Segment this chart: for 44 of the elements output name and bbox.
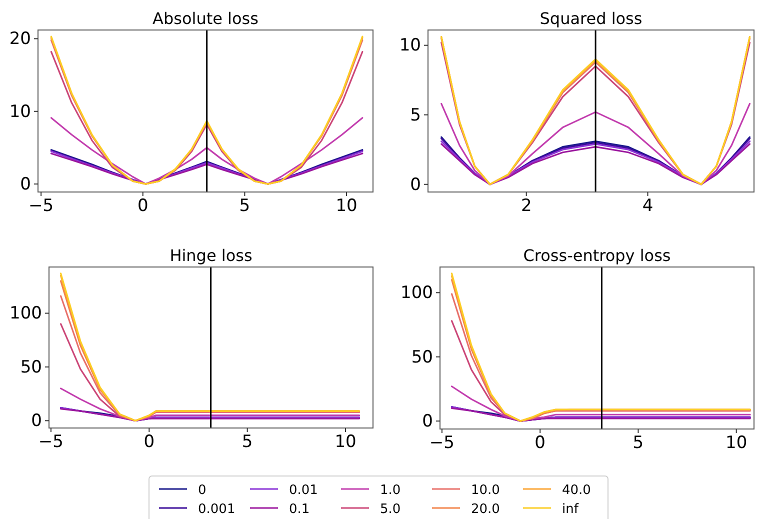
chart-title: Squared loss	[540, 9, 642, 28]
x-tick-label: 5	[632, 433, 644, 454]
line-series	[50, 117, 364, 185]
legend-label: 1.0	[380, 483, 401, 498]
y-tick-label: 20	[9, 29, 31, 50]
x-tick-label: 4	[642, 196, 654, 216]
line-series	[450, 386, 751, 422]
line-series	[440, 102, 751, 186]
legend-label: 0.01	[289, 483, 318, 498]
y-tick-label: 100	[10, 304, 42, 324]
x-tick-label: 10	[334, 432, 356, 452]
chart-title: Cross-entropy loss	[523, 246, 671, 265]
legend-label: 0.001	[198, 502, 236, 517]
y-tick-label: 10	[9, 102, 31, 122]
y-tick-label: 100	[400, 283, 433, 304]
chart-title: Absolute loss	[152, 9, 258, 28]
x-tick-label: 10	[726, 433, 748, 454]
x-tick-label: 5	[242, 432, 253, 452]
y-tick-label: 50	[411, 347, 433, 368]
x-tick-label: −5	[429, 433, 454, 454]
x-tick-label: 2	[520, 196, 532, 216]
chart-title: Hinge loss	[170, 246, 252, 265]
y-tick-label: 10	[399, 36, 421, 56]
x-tick-label: −5	[28, 196, 54, 216]
y-tick-label: 0	[20, 174, 31, 194]
x-tick-label: 0	[137, 196, 148, 216]
legend-label: 40.0	[562, 483, 591, 498]
y-tick-label: 0	[410, 174, 421, 195]
x-tick-label: 5	[239, 196, 250, 216]
x-tick-label: −5	[38, 432, 64, 452]
legend-label: 5.0	[380, 502, 401, 517]
legend-label: 10.0	[471, 483, 500, 498]
y-tick-label: 0	[31, 411, 42, 432]
y-tick-label: 50	[20, 357, 42, 378]
x-tick-label: 0	[144, 432, 155, 452]
y-tick-label: 5	[410, 105, 421, 126]
line-series	[60, 388, 360, 422]
legend-label: 20.0	[471, 502, 500, 517]
legend-label: inf	[562, 502, 579, 517]
legend-label: 0	[198, 483, 206, 498]
legend-label: 0.1	[289, 502, 310, 517]
x-tick-label: 10	[336, 196, 358, 216]
y-tick-label: 0	[422, 411, 433, 432]
x-tick-label: 0	[534, 433, 546, 454]
